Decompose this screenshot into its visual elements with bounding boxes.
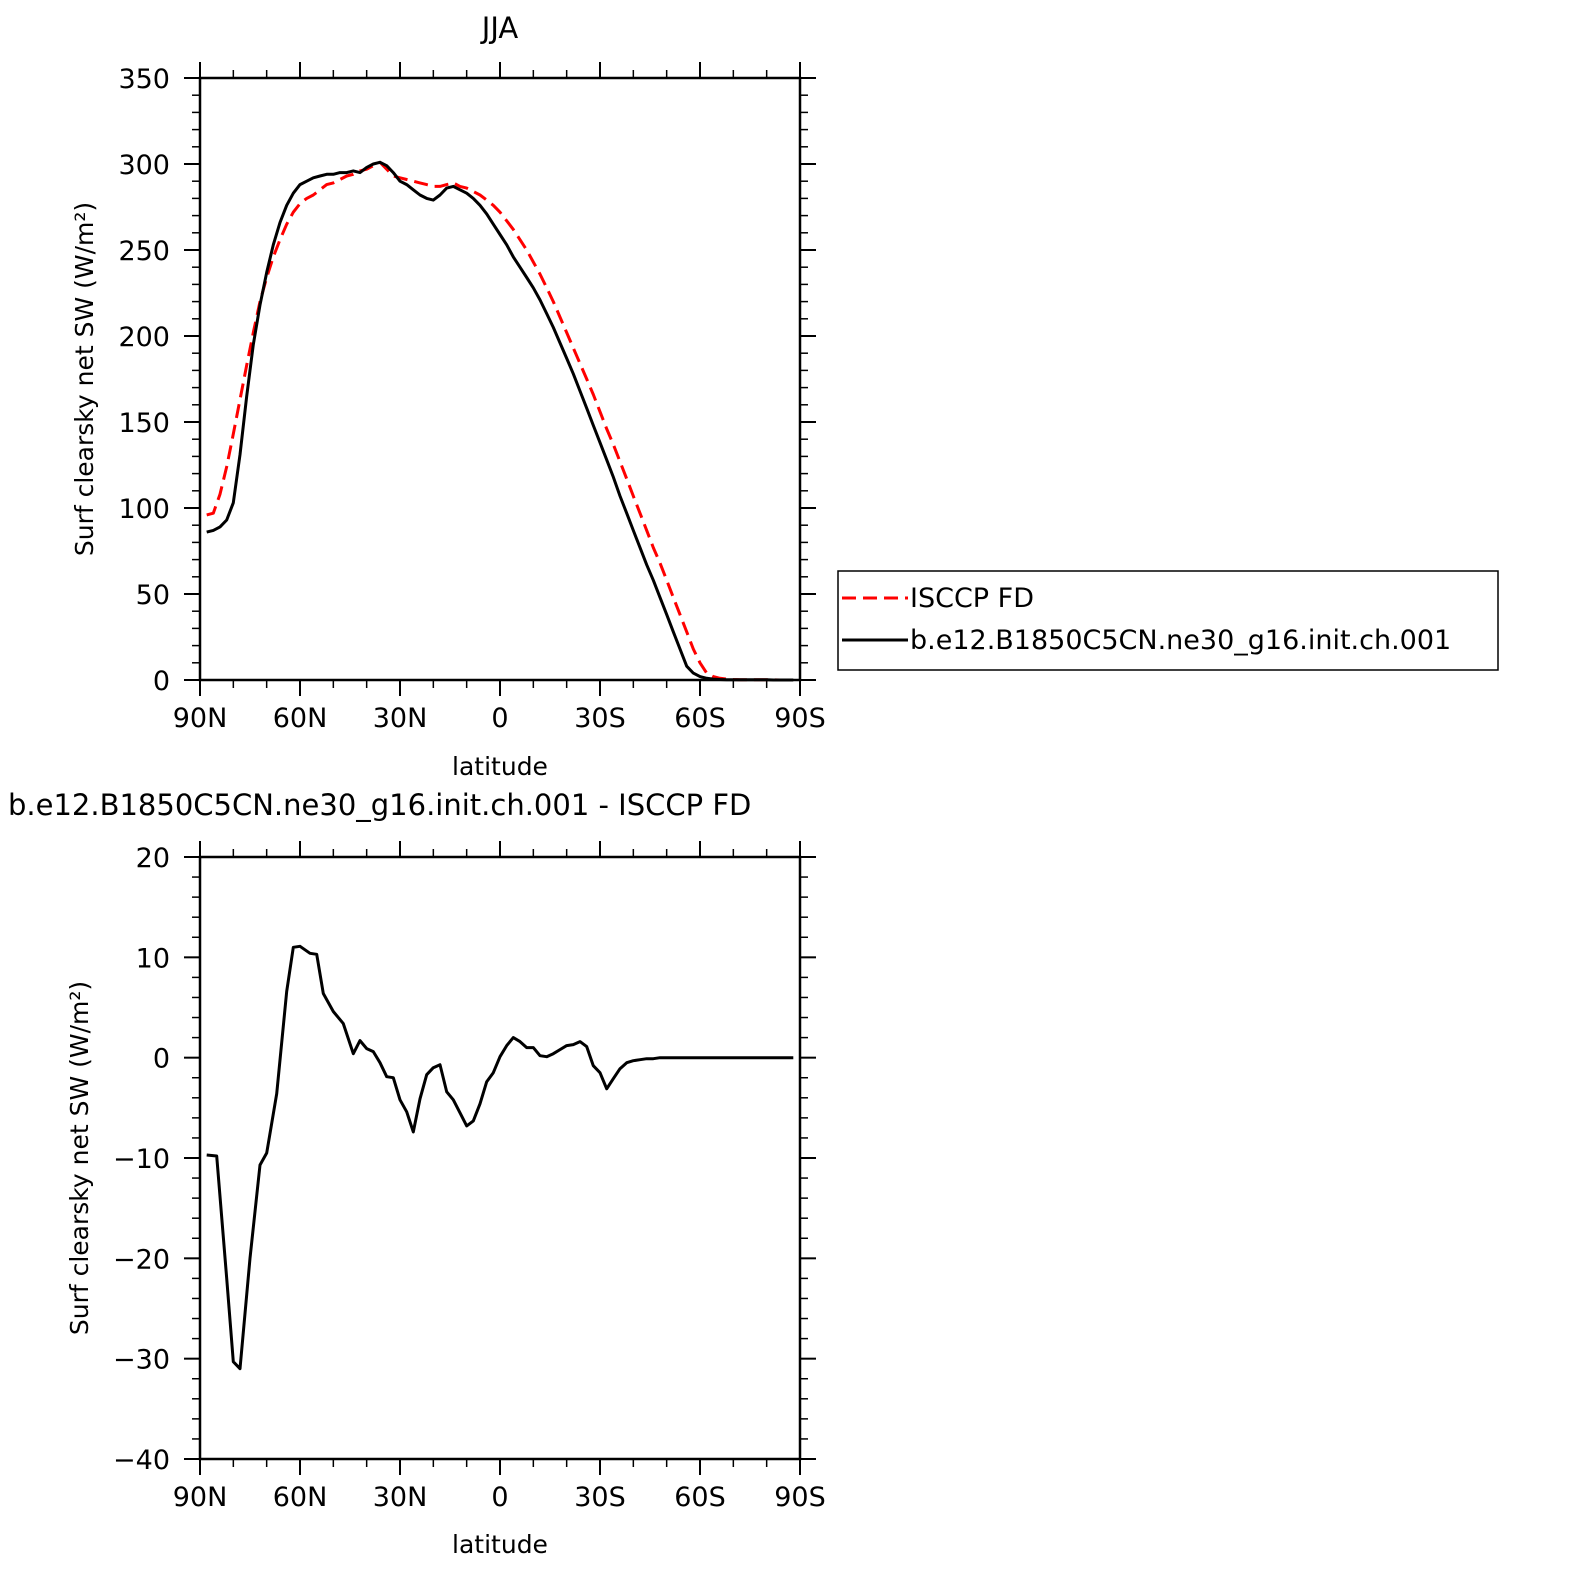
top-y-tick-label: 300: [118, 150, 170, 181]
top-x-tick-label: 90N: [173, 703, 228, 734]
bottom-x-tick-label: 30N: [373, 1482, 428, 1513]
top-y-tick-label: 250: [118, 236, 170, 267]
top-y-tick-label: 350: [118, 64, 170, 95]
bottom-series-line-0: [206, 944, 794, 1371]
legend-label-model: b.e12.B1850C5CN.ne30_g16.init.ch.001: [910, 625, 1451, 656]
bottom-x-tick-label: 90S: [774, 1482, 826, 1513]
bottom-ticks: 90N 60N 30N 0 30S 60S 90S −40 −30 −20 −10 0 10 20: [113, 841, 826, 1513]
bottom-x-tick-label: 30S: [574, 1482, 626, 1513]
bottom-y-axis-title: Surf clearsky net SW (W/m²): [65, 981, 94, 1335]
top-x-tick-label: 0: [491, 703, 508, 734]
bottom-x-tick-label: 0: [491, 1482, 508, 1513]
top-x-tick-label: 90S: [774, 703, 826, 734]
bottom-y-tick-label: 0: [153, 1044, 170, 1075]
bottom-y-tick-label: 20: [136, 843, 170, 874]
top-y-axis-title: Surf clearsky net SW (W/m²): [70, 202, 99, 556]
bottom-y-tick-label: −10: [113, 1144, 170, 1175]
bottom-x-tick-label: 60S: [674, 1482, 726, 1513]
bottom-x-axis-title: latitude: [452, 1530, 548, 1559]
bottom-y-tick-label: −30: [113, 1345, 170, 1376]
top-y-tick-label: 150: [118, 408, 170, 439]
top-y-tick-label: 200: [118, 322, 170, 353]
top-x-tick-label: 30S: [574, 703, 626, 734]
bottom-y-tick-label: 10: [136, 943, 170, 974]
top-plot-frame: [198, 76, 802, 682]
top-series-lines: [206, 160, 794, 682]
bottom-y-tick-label: −40: [113, 1445, 170, 1476]
bottom-plot-frame: [198, 855, 802, 1461]
top-x-tick-label: 30N: [373, 703, 428, 734]
top-ticks: 90N 60N 30N 0 30S 60S 90S 0 50 100 150 200 250 300 350: [118, 62, 826, 734]
bottom-x-tick-label: 60N: [273, 1482, 328, 1513]
top-y-tick-label: 0: [153, 666, 170, 697]
bottom-y-tick-label: −20: [113, 1244, 170, 1275]
bottom-chart-title: b.e12.B1850C5CN.ne30_g16.init.ch.001 - I…: [8, 788, 751, 822]
legend-box: [837, 570, 1499, 671]
bottom-x-tick-label: 90N: [173, 1482, 228, 1513]
top-x-tick-label: 60S: [674, 703, 726, 734]
bottom-series-lines: [206, 944, 794, 1371]
top-series-line-0: [206, 160, 794, 682]
top-x-tick-label: 60N: [273, 703, 328, 734]
top-panel: JJA 90N 60N 30N 0 30S 60S 90S 0 50 100 150 200 250 30…: [70, 11, 1499, 781]
top-y-tick-label: 50: [136, 580, 170, 611]
top-series-line-1: [206, 160, 794, 682]
bottom-panel: b.e12.B1850C5CN.ne30_g16.init.ch.001 - I…: [8, 788, 826, 1559]
top-chart-title: JJA: [480, 11, 519, 45]
legend: ISCCP FD b.e12.B1850C5CN.ne30_g16.init.c…: [837, 570, 1499, 671]
top-x-axis-title: latitude: [452, 752, 548, 781]
legend-label-isccp: ISCCP FD: [910, 583, 1034, 614]
top-y-tick-label: 100: [118, 494, 170, 525]
